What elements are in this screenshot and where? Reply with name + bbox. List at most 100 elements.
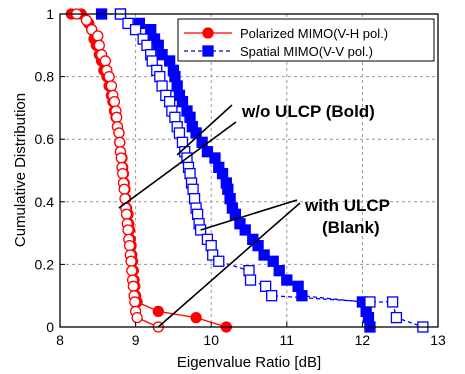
data-point-series-2	[190, 127, 202, 139]
data-point-series-3	[115, 152, 127, 164]
legend-box	[177, 18, 435, 62]
legend-label-1: Polarized MIMO(V-H pol.)	[240, 26, 388, 41]
data-point-series-4	[243, 265, 255, 277]
data-point-series-2	[281, 274, 293, 286]
data-point-series-2	[292, 280, 304, 292]
data-point-series-2	[273, 265, 285, 277]
data-point-series-3	[113, 127, 125, 139]
data-point-series-2	[184, 111, 196, 123]
data-point-series-2	[169, 70, 181, 83]
data-point-series-3	[120, 208, 133, 220]
data-point-series-2	[156, 49, 168, 61]
data-point-series-3	[93, 39, 105, 51]
annotation-pointer	[118, 121, 237, 209]
x-axis-title: Eigenvalue Ratio [dB]	[177, 354, 321, 371]
data-point-series-2	[296, 290, 308, 302]
x-tick-label: 10	[203, 332, 219, 348]
x-tick-label: 12	[355, 332, 371, 348]
legend-marker-1	[202, 27, 214, 39]
data-point-series-3	[123, 239, 136, 252]
data-point-series-3	[111, 111, 123, 123]
y-axis-title: Cumulative Distribution	[12, 93, 29, 247]
data-point-series-4	[184, 167, 196, 180]
data-point-series-3	[118, 183, 130, 195]
data-point-series-2	[222, 183, 234, 195]
legend: Polarized MIMO(V-H pol.) Spatial MIMO(V-V…	[177, 18, 435, 62]
data-point-series-3	[126, 265, 138, 277]
annotation-pointer	[200, 199, 298, 231]
data-point-series-4	[364, 296, 376, 308]
data-point-series-4	[188, 193, 201, 205]
data-point-series-3	[129, 296, 141, 308]
data-point-series-4	[386, 296, 399, 308]
data-point-series-3	[99, 55, 112, 67]
data-point-series-3	[119, 193, 131, 205]
y-tick-label: 0.4	[35, 194, 55, 210]
data-point-series-2	[176, 95, 189, 108]
data-point-series-3	[125, 255, 137, 267]
data-point-series-4	[122, 17, 134, 30]
x-tick-label: 9	[132, 332, 140, 348]
plot-frame	[59, 13, 439, 328]
annotation-label-1: w/o ULCP (Bold)	[241, 102, 375, 121]
legend-marker-2	[202, 45, 214, 57]
x-tick-label: 11	[280, 332, 295, 348]
data-point-series-4	[207, 249, 219, 261]
data-point-series-4	[156, 80, 168, 92]
data-point-series-2	[209, 152, 221, 164]
series-markers	[65, 8, 429, 333]
x-tick-label: 13	[430, 332, 446, 348]
data-point-series-2	[267, 255, 279, 267]
data-point-series-3	[80, 14, 93, 26]
data-point-series-4	[191, 208, 204, 220]
data-point-series-2	[152, 39, 164, 51]
data-point-series-2	[171, 80, 183, 92]
data-point-series-4	[129, 23, 142, 36]
y-tick-label: 0.8	[35, 69, 55, 85]
x-tick-label: 8	[56, 332, 64, 348]
data-point-series-3	[105, 80, 118, 92]
data-point-series-4	[163, 95, 176, 108]
data-point-series-3	[117, 167, 129, 180]
annotation-pointer	[176, 104, 233, 156]
annotation-pointer	[157, 202, 301, 328]
data-point-series-2	[224, 193, 236, 205]
y-tick-label: 0.2	[35, 256, 55, 272]
data-point-series-3	[131, 311, 143, 324]
data-point-series-2	[216, 167, 229, 180]
annotation-label-2: with ULCP	[304, 196, 390, 215]
data-point-series-4	[390, 311, 403, 324]
annotations: w/o ULCP (Bold) with ULCP (Blank)	[241, 102, 390, 237]
data-point-series-4	[169, 111, 181, 123]
data-point-series-4	[187, 183, 199, 195]
data-point-series-4	[213, 255, 225, 267]
data-point-series-3	[92, 30, 104, 42]
data-point-series-3	[127, 280, 139, 292]
legend-label-2: Spatial MIMO(V-V pol.)	[240, 44, 373, 59]
data-point-series-2	[239, 224, 251, 236]
data-point-series-1	[190, 311, 202, 324]
data-point-series-2	[196, 136, 208, 148]
data-point-series-2	[201, 146, 214, 158]
data-point-series-4	[205, 239, 217, 252]
data-point-series-4	[244, 274, 257, 286]
data-point-series-4	[154, 70, 166, 83]
data-point-series-4	[141, 39, 153, 51]
annotation-label-3: (Blank)	[322, 218, 380, 237]
data-point-series-4	[266, 290, 278, 302]
annotation-pointers	[118, 104, 301, 328]
y-tick-label: 0.6	[35, 131, 55, 147]
data-point-series-2	[163, 55, 176, 67]
axis-ticks: 8 9 10 11 12 13 0 0.2 0.4 0.6 0.8 1	[35, 6, 446, 348]
data-point-series-2	[362, 311, 375, 324]
data-point-series-1	[152, 305, 164, 318]
data-point-series-4	[259, 280, 272, 292]
data-point-series-4	[146, 55, 158, 67]
data-point-series-2	[258, 249, 270, 261]
data-point-series-3	[108, 95, 121, 108]
data-point-series-3	[103, 70, 115, 83]
y-tick-label: 0	[46, 319, 54, 335]
data-point-series-2	[145, 23, 157, 36]
data-point-series-4	[173, 127, 186, 139]
